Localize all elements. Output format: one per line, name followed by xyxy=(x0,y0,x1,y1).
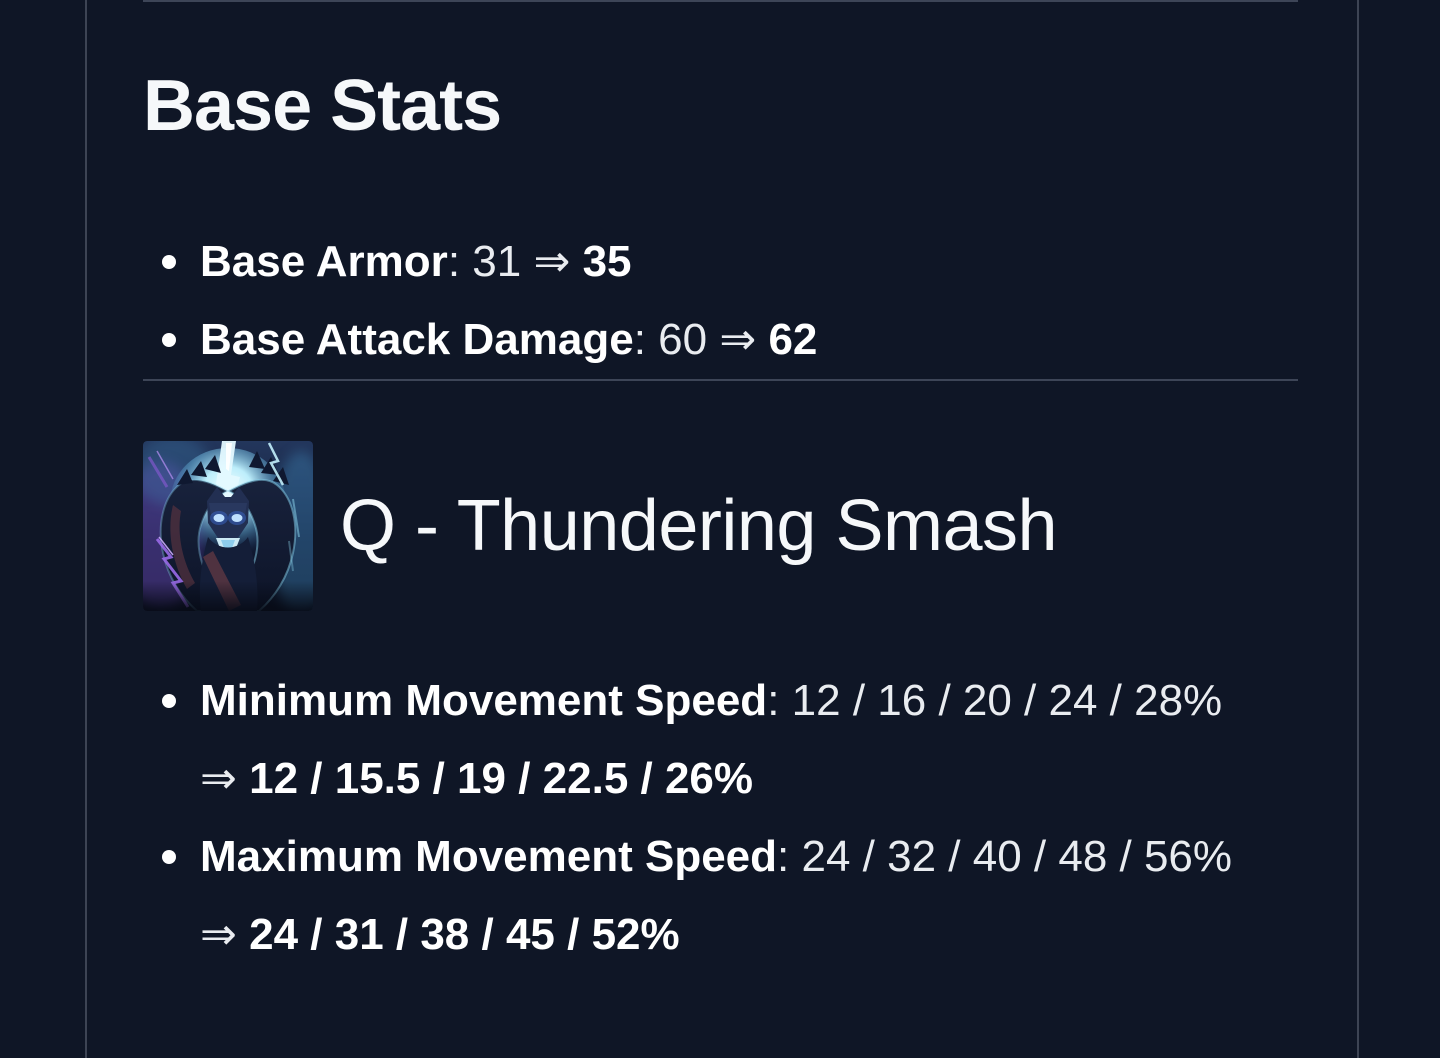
volibear-ability-art xyxy=(143,441,313,611)
change-arrow-icon: ⇒ xyxy=(200,754,237,803)
base-stats-section: Base Stats Base Armor: 31 ⇒ 35 Base Atta… xyxy=(143,65,1298,379)
new-value: 62 xyxy=(768,315,818,364)
colon-separator: : xyxy=(633,315,646,364)
section-divider-top xyxy=(143,0,1298,2)
new-value: 35 xyxy=(582,237,632,286)
patch-notes-content: Base Stats Base Armor: 31 ⇒ 35 Base Atta… xyxy=(143,0,1298,974)
colon-separator: : xyxy=(447,237,461,286)
ability-changes-list: Minimum Movement Speed: 12 / 16 / 20 / 2… xyxy=(143,662,1298,974)
stat-label: Base Armor xyxy=(200,237,448,286)
stat-label: Minimum Movement Speed xyxy=(200,676,768,725)
section-divider-mid xyxy=(143,379,1298,381)
new-value: 24 / 31 / 38 / 45 / 52% xyxy=(249,910,680,959)
old-value: 24 / 32 / 40 / 48 / 56% xyxy=(801,832,1233,881)
stat-change-minimum-movement-speed: Minimum Movement Speed: 12 / 16 / 20 / 2… xyxy=(162,662,1298,818)
new-value: 12 / 15.5 / 19 / 22.5 / 26% xyxy=(249,754,754,803)
colon-separator: : xyxy=(777,832,790,881)
change-arrow-icon: ⇒ xyxy=(719,315,757,364)
ability-header: Q - Thundering Smash xyxy=(143,441,1298,611)
stat-label: Maximum Movement Speed xyxy=(200,832,778,881)
stat-change-maximum-movement-speed: Maximum Movement Speed: 24 / 32 / 40 / 4… xyxy=(162,818,1298,974)
ability-section: Q - Thundering Smash Minimum Movement Sp… xyxy=(143,441,1298,974)
ability-icon-thundering-smash xyxy=(143,441,313,611)
base-stats-title: Base Stats xyxy=(143,66,502,146)
content-right-border xyxy=(1357,0,1359,1058)
old-value: 60 xyxy=(658,315,708,364)
change-arrow-icon: ⇒ xyxy=(533,237,571,286)
stat-change-base-attack-damage: Base Attack Damage: 60 ⇒ 62 xyxy=(162,301,1298,379)
stat-change-base-armor: Base Armor: 31 ⇒ 35 xyxy=(162,223,1298,301)
ability-title: Q - Thundering Smash xyxy=(340,486,1058,566)
content-left-border xyxy=(85,0,87,1058)
colon-separator: : xyxy=(767,676,780,725)
base-stats-list: Base Armor: 31 ⇒ 35 Base Attack Damage: … xyxy=(143,223,1298,379)
stat-label: Base Attack Damage xyxy=(200,315,634,364)
old-value: 12 / 16 / 20 / 24 / 28% xyxy=(791,676,1223,725)
change-arrow-icon: ⇒ xyxy=(200,910,237,959)
old-value: 31 xyxy=(472,237,522,286)
